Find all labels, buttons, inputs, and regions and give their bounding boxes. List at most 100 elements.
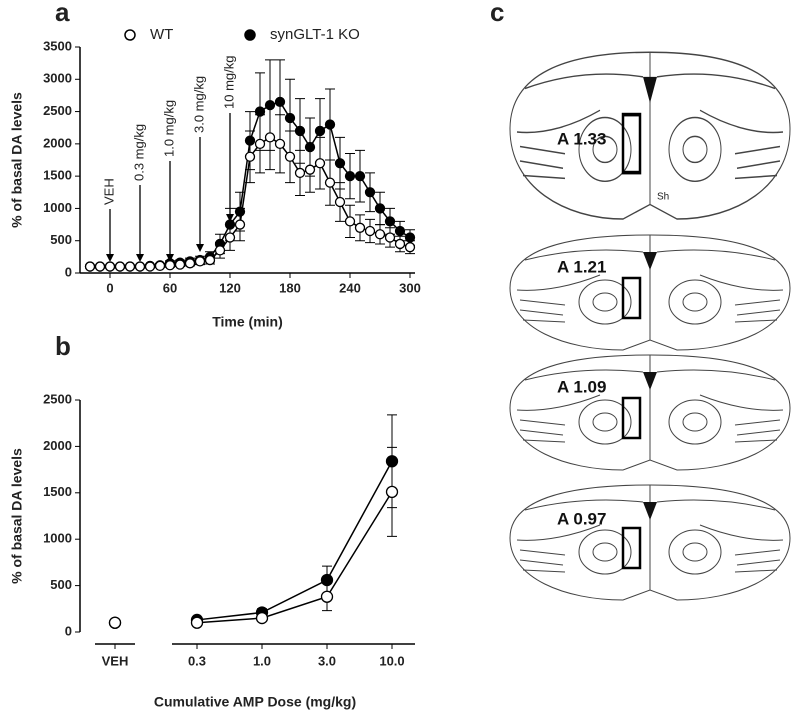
data-point [254,138,266,150]
data-point [294,125,306,137]
y-axis-label: % of basal DA levels [9,448,25,584]
data-point [344,170,356,182]
section-label: Sh [657,192,669,203]
data-point [134,261,146,272]
data-point [108,616,122,629]
y-tick-label: 3500 [43,38,72,53]
data-point [234,219,246,230]
y-axis-label: % of basal DA levels [9,92,25,228]
section-label: A 1.33 [557,129,606,148]
data-point [164,260,176,271]
data-point [94,261,106,272]
legend-label: WT [150,26,173,43]
y-tick-label: 3000 [43,71,72,86]
data-point [214,245,226,256]
data-point [154,260,166,272]
data-point [364,187,376,198]
data-point [364,225,376,237]
data-point [224,232,236,243]
data-point [194,256,206,267]
data-point [264,132,276,143]
annotation: 0.3 mg/kg [131,124,146,181]
y-tick-label: 1500 [43,168,72,183]
y-tick-label: 2500 [43,391,72,406]
brain-section [508,50,792,221]
data-point [320,590,334,603]
y-tick-label: 2000 [43,135,72,150]
data-point [384,216,396,227]
data-point [354,170,366,182]
data-point [124,261,136,272]
x-tick-label: 300 [399,280,421,295]
data-point [314,125,326,137]
annotation: 1.0 mg/kg [161,100,176,157]
y-tick-label: 0 [65,623,72,638]
y-tick-label: 2000 [43,438,72,453]
section-label: A 0.97 [557,509,606,528]
data-point [324,119,336,130]
annotation-arrowhead [166,254,174,262]
data-point [184,258,196,269]
annotation: VEH [101,178,116,205]
data-point [84,261,96,272]
data-point [284,112,296,124]
brain-section [508,483,792,602]
panel-label: a [55,0,70,27]
data-point [190,616,204,629]
data-point [404,242,416,253]
brain-sections: A 1.33 A 1.21 A 1.09 A 0.97 Sh [508,50,792,602]
series-line [196,491,393,624]
data-point [374,203,386,214]
annotation-arrowhead [106,254,114,262]
x-axis-label: Cumulative AMP Dose (mg/kg) [154,694,356,710]
data-point [204,254,216,266]
annotation-arrowhead [136,254,144,262]
legend-marker [244,29,256,41]
x-axis-label: Time (min) [212,314,283,330]
data-point [354,222,366,233]
annotation: 10 mg/kg [221,56,236,109]
x-tick-label: VEH [102,653,129,668]
data-point [374,229,386,240]
y-tick-label: 0 [65,264,72,279]
y-tick-label: 1000 [43,531,72,546]
x-tick-label: 120 [219,280,241,295]
legend-label: synGLT-1 KO [270,26,360,43]
brain-section [508,233,792,352]
data-point [174,259,186,270]
data-point [284,151,296,162]
data-point [274,138,286,150]
y-tick-label: 1500 [43,484,72,499]
data-point [244,151,256,162]
data-point [334,158,346,169]
data-point [324,177,336,188]
annotation: 3.0 mg/kg [191,76,206,133]
data-point [385,485,399,499]
x-tick-label: 1.0 [253,653,271,668]
y-tick-label: 500 [50,232,72,247]
data-point [144,261,156,272]
x-tick-label: 180 [279,280,301,295]
data-point [294,167,306,179]
y-tick-label: 1000 [43,200,72,215]
data-point [394,225,406,237]
data-point [274,96,286,108]
data-point [394,238,406,250]
data-point [344,216,356,227]
x-tick-label: 3.0 [318,653,336,668]
legend-marker [124,29,136,41]
data-point [304,164,316,175]
series-line [196,460,393,621]
panel-label: b [55,331,71,361]
annotation-arrowhead [196,244,204,252]
data-point [104,261,116,272]
data-point [314,158,326,169]
data-point [384,232,396,243]
y-tick-label: 500 [50,577,72,592]
section-label: A 1.21 [557,257,606,276]
section-label: A 1.09 [557,377,606,396]
x-tick-label: 240 [339,280,361,295]
panel-label: c [490,0,504,27]
data-point [334,196,346,208]
